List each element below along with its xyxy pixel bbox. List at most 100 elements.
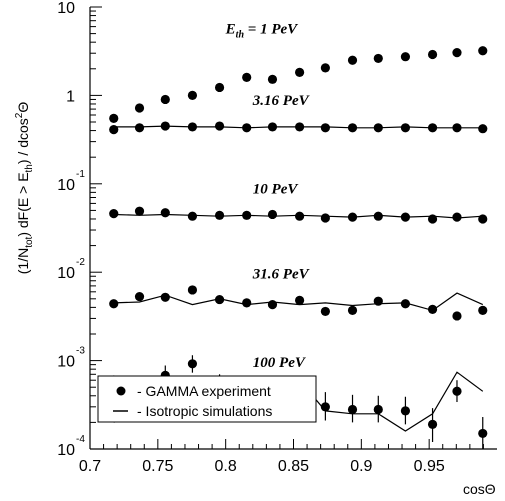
series-label-sub: th bbox=[236, 30, 245, 41]
data-point bbox=[160, 94, 170, 105]
data-point bbox=[214, 82, 225, 93]
legend-text-experiment: - GAMMA experiment bbox=[137, 383, 271, 399]
data-point bbox=[134, 206, 145, 216]
series-group bbox=[109, 206, 488, 224]
data-point bbox=[109, 113, 119, 123]
y-tick-label: 10 bbox=[57, 265, 75, 282]
y-axis-title: (1/Ntot) dF(E > Eth) / dcos2Θ bbox=[14, 102, 35, 275]
data-point bbox=[400, 406, 411, 416]
data-point bbox=[400, 123, 411, 133]
y-tick-exponent: -1 bbox=[76, 169, 85, 180]
data-point bbox=[267, 74, 278, 84]
x-axis-title: cosΘ bbox=[463, 481, 496, 497]
data-point bbox=[452, 386, 462, 396]
data-point bbox=[214, 121, 225, 131]
data-point bbox=[478, 428, 488, 439]
series-group bbox=[109, 121, 488, 135]
y-tick-exponent: -3 bbox=[76, 346, 85, 357]
data-point bbox=[134, 291, 145, 302]
y-title-post: ) / dcos bbox=[15, 118, 31, 164]
series-label: 31.6 PeV bbox=[252, 266, 311, 282]
y-title-pre: (1/N bbox=[15, 248, 31, 274]
y-tick-label: 10 bbox=[57, 442, 75, 459]
y-tick-label: 10 bbox=[57, 177, 75, 194]
data-point bbox=[187, 90, 198, 100]
legend-dot-icon bbox=[116, 386, 126, 396]
x-axis: 0.7 0.75 0.8 0.85 0.9 0.95 bbox=[79, 439, 484, 475]
x-tick-label: 0.7 bbox=[79, 458, 101, 475]
series-label: 100 PeV bbox=[253, 355, 307, 371]
data-point bbox=[320, 123, 330, 133]
data-point bbox=[320, 306, 330, 317]
y-title-sub2: th bbox=[24, 164, 35, 172]
data-point bbox=[373, 211, 383, 221]
y-tick-label: 10 bbox=[57, 354, 75, 371]
data-point bbox=[187, 122, 198, 132]
data-point bbox=[242, 123, 252, 133]
data-point bbox=[134, 123, 145, 133]
series-group bbox=[109, 285, 488, 321]
data-point bbox=[400, 52, 411, 62]
series-label-rest: = 1 PeV bbox=[244, 22, 299, 38]
data-point bbox=[427, 214, 438, 224]
data-point bbox=[214, 210, 225, 220]
data-point bbox=[478, 124, 488, 134]
legend: - GAMMA experiment - Isotropic simulatio… bbox=[97, 375, 317, 423]
series-group bbox=[109, 46, 488, 123]
y-tick-label: 1 bbox=[66, 88, 75, 105]
series-label-main: 3.16 PeV bbox=[252, 93, 311, 109]
data-point bbox=[109, 299, 119, 309]
data-point bbox=[160, 121, 170, 131]
data-point bbox=[347, 212, 358, 222]
data-point bbox=[320, 402, 330, 412]
data-point bbox=[109, 209, 119, 219]
data-point bbox=[214, 294, 225, 305]
data-point bbox=[160, 208, 170, 218]
data-point bbox=[452, 212, 462, 222]
legend-box bbox=[97, 375, 317, 423]
series-label-main: 10 PeV bbox=[253, 181, 300, 197]
data-point bbox=[478, 305, 488, 315]
data-point bbox=[295, 67, 305, 78]
data-point bbox=[320, 213, 330, 223]
data-point bbox=[347, 404, 358, 415]
data-point bbox=[320, 63, 330, 73]
x-tick-label: 0.9 bbox=[350, 458, 372, 475]
data-point bbox=[267, 122, 278, 132]
y-title-sub1: tot bbox=[24, 236, 35, 247]
series-label-main: E bbox=[225, 22, 236, 38]
data-point bbox=[373, 404, 383, 415]
data-point bbox=[452, 47, 462, 58]
data-point bbox=[187, 359, 198, 369]
data-point bbox=[427, 419, 438, 429]
data-point bbox=[478, 46, 488, 56]
data-point bbox=[427, 49, 438, 60]
data-point bbox=[109, 125, 119, 135]
data-point bbox=[452, 123, 462, 133]
data-point bbox=[134, 103, 145, 113]
series-labels: Eth = 1 PeV 3.16 PeV 10 PeV 31.6 PeV 100 PeV bbox=[225, 22, 311, 371]
series-label: Eth = 1 PeV bbox=[225, 22, 299, 41]
x-tick-label: 0.85 bbox=[278, 458, 309, 475]
series-label-main: 31.6 PeV bbox=[252, 266, 311, 282]
x-tick-label: 0.95 bbox=[414, 458, 445, 475]
data-point bbox=[187, 211, 198, 221]
y-tick-label: 10 bbox=[57, 0, 75, 17]
data-point bbox=[242, 72, 252, 82]
x-tick-label: 0.75 bbox=[142, 458, 173, 475]
series-label: 10 PeV bbox=[253, 181, 300, 197]
data-point bbox=[160, 292, 170, 302]
data-point bbox=[187, 285, 198, 295]
data-point bbox=[267, 209, 278, 220]
y-title-end: Θ bbox=[15, 102, 31, 113]
data-point bbox=[373, 53, 383, 64]
data-point bbox=[373, 296, 383, 306]
data-point bbox=[242, 298, 252, 308]
data-point bbox=[295, 295, 305, 305]
data-point bbox=[242, 210, 252, 220]
series-label-main: 100 PeV bbox=[253, 355, 307, 371]
y-tick-exponent: -4 bbox=[76, 434, 85, 445]
data-point bbox=[347, 305, 358, 315]
